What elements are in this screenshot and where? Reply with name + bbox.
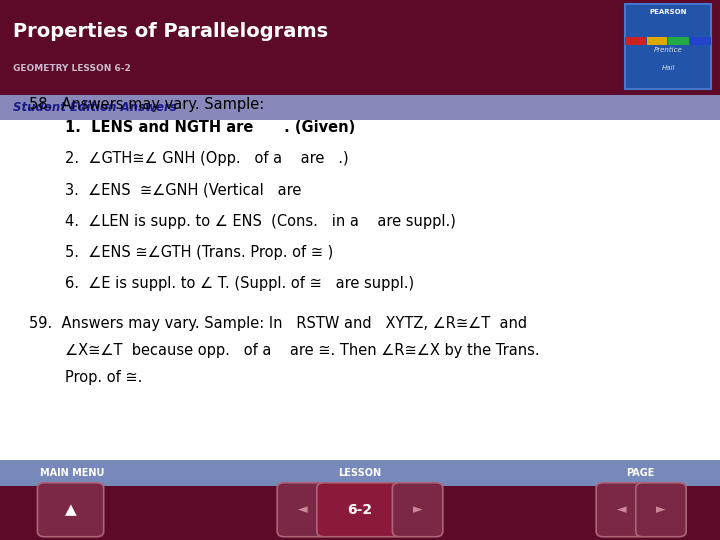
Bar xyxy=(0,94,720,120)
FancyBboxPatch shape xyxy=(317,483,403,537)
FancyBboxPatch shape xyxy=(392,483,443,537)
Text: GEOMETRY LESSON 6-2: GEOMETRY LESSON 6-2 xyxy=(13,64,131,73)
FancyBboxPatch shape xyxy=(596,483,647,537)
Text: 6-2: 6-2 xyxy=(348,503,372,517)
FancyBboxPatch shape xyxy=(277,483,328,537)
Bar xyxy=(0,0,720,94)
Text: ▲: ▲ xyxy=(65,502,76,517)
Text: MAIN MENU: MAIN MENU xyxy=(40,468,104,477)
Text: 2.  ∠GTH≅∠ GNH (Opp.   of a    are   .): 2. ∠GTH≅∠ GNH (Opp. of a are .) xyxy=(65,151,348,166)
Text: ◄: ◄ xyxy=(616,503,626,516)
Text: ►: ► xyxy=(413,503,423,516)
Bar xyxy=(668,37,689,45)
Text: ►: ► xyxy=(656,503,666,516)
Text: 3.  ∠ENS  ≅∠GNH (Vertical   are: 3. ∠ENS ≅∠GNH (Vertical are xyxy=(65,183,320,198)
Text: ◄: ◄ xyxy=(297,503,307,516)
Text: 6.  ∠E is suppl. to ∠ T. (Suppl. of ≅   are suppl.): 6. ∠E is suppl. to ∠ T. (Suppl. of ≅ are… xyxy=(65,276,414,292)
Text: 5.  ∠ENS ≅∠GTH (Trans. Prop. of ≅ ): 5. ∠ENS ≅∠GTH (Trans. Prop. of ≅ ) xyxy=(65,245,333,260)
Text: ∠X≅∠T  because opp.   of a    are ≅. Then ∠R≅∠X by the Trans.: ∠X≅∠T because opp. of a are ≅. Then ∠R≅∠… xyxy=(65,343,539,358)
Bar xyxy=(625,4,711,89)
Bar xyxy=(647,37,667,45)
Text: 1.  LENS and NGTH are      . (Given): 1. LENS and NGTH are . (Given) xyxy=(65,120,355,135)
Text: Prentice: Prentice xyxy=(654,47,683,53)
Text: LESSON: LESSON xyxy=(338,468,382,477)
Text: Prop. of ≅.: Prop. of ≅. xyxy=(65,370,142,385)
Bar xyxy=(0,460,720,540)
Text: 59.  Answers may vary. Sample: In   RSTW and   XYTZ, ∠R≅∠T  and: 59. Answers may vary. Sample: In RSTW an… xyxy=(29,316,527,331)
Bar xyxy=(0,460,720,486)
FancyBboxPatch shape xyxy=(636,483,686,537)
Bar xyxy=(690,37,711,45)
Text: PEARSON: PEARSON xyxy=(649,9,687,15)
FancyBboxPatch shape xyxy=(37,483,104,537)
Text: Properties of Parallelograms: Properties of Parallelograms xyxy=(13,22,328,40)
Text: 4.  ∠LEN is supp. to ∠ ENS  (Cons.   in a    are suppl.): 4. ∠LEN is supp. to ∠ ENS (Cons. in a ar… xyxy=(65,214,456,229)
Text: Hall: Hall xyxy=(662,65,675,71)
Text: 58.  Answers may vary. Sample:: 58. Answers may vary. Sample: xyxy=(29,97,264,112)
Text: Student Edition Answers: Student Edition Answers xyxy=(13,101,176,114)
Bar xyxy=(625,37,646,45)
Text: PAGE: PAGE xyxy=(626,468,655,477)
